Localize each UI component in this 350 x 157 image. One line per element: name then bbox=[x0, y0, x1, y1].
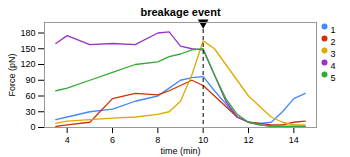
svg-text:90: 90 bbox=[25, 75, 35, 85]
svg-text:2: 2 bbox=[331, 37, 336, 47]
svg-text:4: 4 bbox=[331, 61, 336, 71]
svg-text:10: 10 bbox=[198, 135, 208, 145]
svg-text:30: 30 bbox=[25, 107, 35, 117]
svg-text:14: 14 bbox=[289, 135, 299, 145]
svg-text:Force (pN): Force (pN) bbox=[7, 53, 17, 96]
svg-text:1: 1 bbox=[331, 25, 336, 35]
svg-text:60: 60 bbox=[25, 91, 35, 101]
svg-text:6: 6 bbox=[110, 135, 115, 145]
svg-text:180: 180 bbox=[20, 28, 35, 38]
svg-text:3: 3 bbox=[331, 49, 336, 59]
svg-text:8: 8 bbox=[155, 135, 160, 145]
svg-text:breakage event: breakage event bbox=[140, 6, 220, 18]
svg-text:120: 120 bbox=[20, 59, 35, 69]
svg-text:0: 0 bbox=[30, 122, 35, 132]
svg-text:4: 4 bbox=[65, 135, 70, 145]
svg-text:time (min): time (min) bbox=[161, 146, 201, 156]
svg-text:150: 150 bbox=[20, 44, 35, 54]
svg-text:12: 12 bbox=[243, 135, 253, 145]
svg-text:5: 5 bbox=[331, 73, 336, 83]
